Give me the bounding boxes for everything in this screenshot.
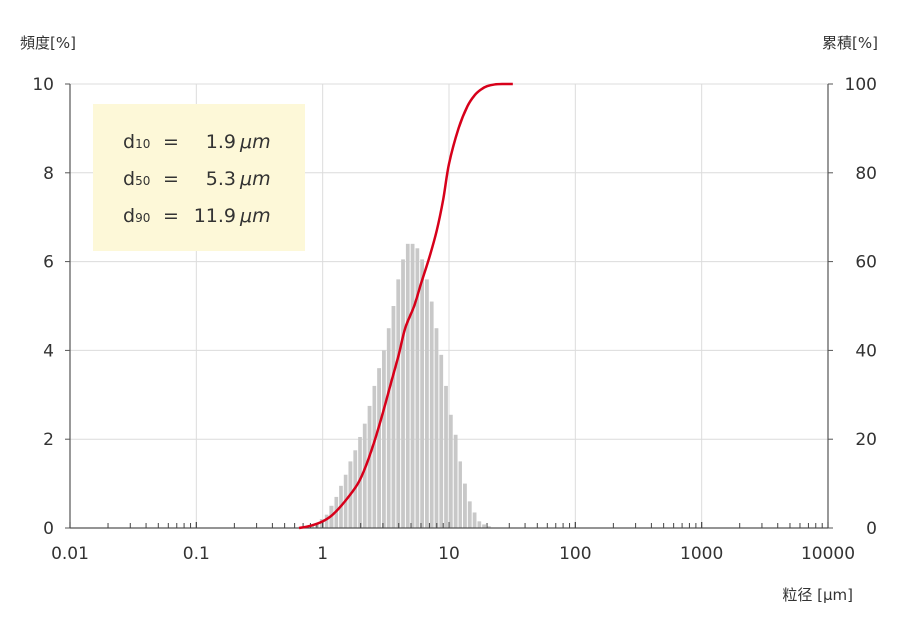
x-tick-label: 1 bbox=[317, 544, 328, 564]
y-right-tick-label: 60 bbox=[855, 253, 877, 273]
x-tick-labels: 0.01 0.1 1 10 100 1000 10000 bbox=[51, 544, 855, 564]
stat-label: d50 bbox=[123, 168, 150, 190]
stat-label: d90 bbox=[123, 205, 150, 227]
frequency-bar bbox=[362, 423, 367, 528]
frequency-bar bbox=[319, 519, 324, 528]
frequency-bar bbox=[444, 385, 448, 528]
y-right-tick-label: 80 bbox=[855, 164, 877, 184]
stat-unit: μm bbox=[239, 205, 271, 227]
frequency-bar bbox=[310, 525, 315, 528]
y-left-axis-title: 頻度[%] bbox=[20, 34, 76, 52]
frequency-bar bbox=[425, 279, 429, 528]
stat-equals: = bbox=[163, 131, 179, 153]
y-left-tick-label: 10 bbox=[32, 75, 54, 95]
y-right-tick-label: 0 bbox=[866, 519, 877, 539]
frequency-bar bbox=[415, 248, 420, 528]
y-left-tick-label: 6 bbox=[43, 253, 54, 273]
frequency-bar bbox=[405, 243, 410, 528]
stat-unit: μm bbox=[239, 168, 271, 190]
frequency-bar bbox=[439, 354, 444, 528]
frequency-bar bbox=[458, 461, 462, 528]
y-left-tick-label: 8 bbox=[43, 164, 54, 184]
y-left-tick-label: 2 bbox=[43, 430, 54, 450]
frequency-bar bbox=[467, 501, 472, 528]
stat-equals: = bbox=[163, 168, 179, 190]
frequency-bar bbox=[453, 434, 458, 528]
frequency-bar bbox=[487, 526, 491, 528]
y-right-axis-title: 累積[%] bbox=[822, 34, 878, 52]
stat-value: 1.9 bbox=[206, 131, 236, 153]
stat-subscript: 90 bbox=[135, 211, 150, 225]
stat-subscript: 50 bbox=[135, 174, 150, 188]
cumulative-curve bbox=[298, 82, 513, 530]
x-axis-title: 粒径 [µm] bbox=[782, 586, 853, 604]
frequency-bar bbox=[482, 524, 487, 528]
frequency-bar bbox=[372, 385, 377, 528]
stat-value: 11.9 bbox=[194, 205, 236, 227]
frequency-bar bbox=[391, 306, 396, 528]
frequency-bar bbox=[462, 483, 467, 528]
frequency-bar bbox=[472, 512, 477, 528]
y-right-tick-label: 100 bbox=[845, 75, 877, 95]
frequency-bar bbox=[448, 414, 453, 528]
frequency-bar bbox=[420, 259, 425, 528]
stat-value: 5.3 bbox=[206, 168, 236, 190]
frequency-bar bbox=[358, 436, 362, 528]
frequency-bar bbox=[434, 328, 439, 528]
cumulative-line bbox=[298, 82, 513, 530]
stat-unit: μm bbox=[239, 131, 271, 153]
frequency-bar bbox=[410, 243, 415, 528]
y-left-tick-label: 0 bbox=[43, 519, 54, 539]
y-left-tick-labels: 0 2 4 6 8 10 bbox=[32, 75, 54, 539]
x-tick-label: 0.01 bbox=[51, 544, 89, 564]
x-tick-label: 10000 bbox=[801, 544, 855, 564]
frequency-bar bbox=[477, 521, 482, 528]
x-minor-ticks bbox=[69, 522, 829, 528]
stats-box-background bbox=[93, 104, 305, 251]
x-tick-label: 1000 bbox=[680, 544, 723, 564]
y-right-tick-labels: 0 20 40 60 80 100 bbox=[845, 75, 877, 539]
stat-subscript: 10 bbox=[135, 137, 150, 151]
frequency-bar bbox=[396, 279, 401, 528]
frequency-bar bbox=[367, 405, 372, 528]
x-tick-label: 100 bbox=[559, 544, 591, 564]
y-left-tick-label: 4 bbox=[43, 341, 54, 361]
frequency-bar bbox=[382, 350, 386, 528]
x-tick-label: 10 bbox=[438, 544, 460, 564]
stat-label: d10 bbox=[123, 131, 150, 153]
frequency-bar bbox=[429, 301, 434, 528]
frequency-bar bbox=[377, 368, 382, 528]
frequency-bar bbox=[386, 328, 391, 528]
frequency-bars bbox=[310, 243, 496, 528]
frequency-bar bbox=[324, 514, 329, 528]
y-right-tick-label: 20 bbox=[855, 430, 877, 450]
frequency-bar bbox=[401, 259, 405, 528]
y-right-tick-label: 40 bbox=[855, 341, 877, 361]
stat-equals: = bbox=[163, 205, 179, 227]
x-tick-label: 0.1 bbox=[183, 544, 210, 564]
